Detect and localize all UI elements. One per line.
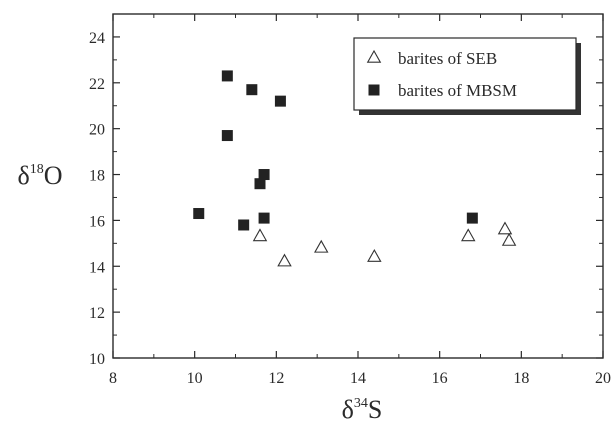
legend-label: barites of SEB <box>398 49 497 68</box>
legend-marker-1 <box>368 84 380 96</box>
mbsm-point-7 <box>258 212 270 224</box>
legend: barites of SEB barites of MBSM <box>353 37 581 115</box>
x-tick-label: 14 <box>350 370 366 387</box>
seb-point-1 <box>277 253 292 267</box>
seb-point-0 <box>252 228 268 242</box>
y-tick-label: 22 <box>89 76 105 93</box>
seb-point-6 <box>501 232 517 246</box>
y-axis-title: δ18O <box>17 161 62 190</box>
x-tick-label: 10 <box>187 370 203 387</box>
data-marks <box>193 70 517 267</box>
mbsm-point-3 <box>221 130 233 142</box>
x-tick-label: 8 <box>109 370 117 387</box>
mbsm-point-9 <box>466 212 478 224</box>
mbsm-point-6 <box>193 208 205 220</box>
legend-box <box>353 37 577 111</box>
seb-point-3 <box>367 248 382 262</box>
y-tick-label: 16 <box>89 213 105 230</box>
x-tick-label: 20 <box>595 370 611 387</box>
seb-point-5 <box>497 221 513 235</box>
mbsm-point-2 <box>274 95 286 107</box>
mbsm-point-1 <box>246 84 258 96</box>
x-tick-label: 18 <box>513 370 529 387</box>
y-tick-label: 24 <box>89 30 105 47</box>
legend-label: barites of MBSM <box>398 81 517 100</box>
y-axis-label: δ18O <box>17 161 62 190</box>
seb-point-2 <box>314 239 329 253</box>
x-axis-label: δ34S <box>342 395 383 424</box>
mbsm-point-5 <box>254 178 266 190</box>
y-tick-label: 10 <box>89 351 105 368</box>
x-tick-label: 12 <box>268 370 284 387</box>
mbsm-point-4 <box>258 169 270 181</box>
mbsm-point-8 <box>238 219 250 231</box>
y-tick-label: 18 <box>89 168 105 185</box>
y-tick-label: 12 <box>89 305 105 322</box>
legend-marker-0 <box>366 49 382 63</box>
x-tick-label: 16 <box>432 370 448 387</box>
seb-point-4 <box>461 228 476 242</box>
x-axis-title: δ34S <box>342 395 383 424</box>
y-tick-label: 20 <box>89 122 105 139</box>
mbsm-point-0 <box>221 70 233 82</box>
y-tick-label: 14 <box>89 259 105 276</box>
